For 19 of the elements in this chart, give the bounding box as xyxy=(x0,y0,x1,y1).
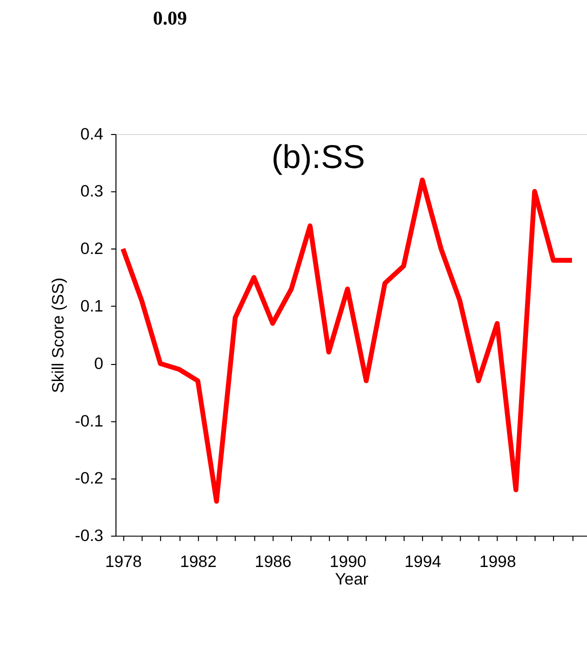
x-tick-label: 1982 xyxy=(180,553,217,572)
y-tick-label: -0.2 xyxy=(74,470,104,488)
y-tick-label: 0.4 xyxy=(80,125,104,144)
y-axis-title: Skill Score (SS) xyxy=(49,278,68,394)
x-tick-label: 1990 xyxy=(330,553,366,572)
y-tick-label: 0 xyxy=(94,354,104,373)
x-tick-label: 1994 xyxy=(404,553,442,572)
x-tick-label: 1986 xyxy=(254,553,292,572)
y-tick-label: 0.3 xyxy=(80,182,104,201)
line-series xyxy=(120,178,574,504)
y-tick-label: -0.1 xyxy=(74,412,104,430)
x-tick-label: 1978 xyxy=(105,553,142,572)
annotation: (b):SS xyxy=(272,138,365,175)
chart-title: 0.09 xyxy=(153,8,187,30)
y-tick-label: 0.2 xyxy=(80,240,104,258)
y-tick-label: -0.3 xyxy=(74,527,104,546)
y-tick-label: 0.1 xyxy=(80,298,104,316)
x-axis-title: Year xyxy=(335,570,369,589)
x-tick-label: 1998 xyxy=(479,553,516,572)
